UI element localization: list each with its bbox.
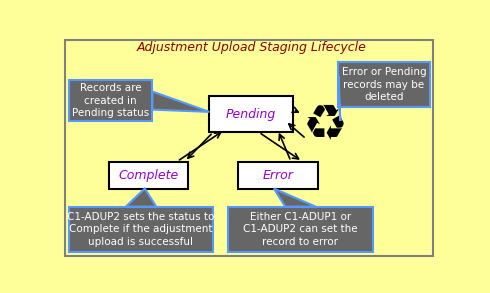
FancyBboxPatch shape xyxy=(69,207,213,252)
Text: Adjustment Upload Staging Lifecycle: Adjustment Upload Staging Lifecycle xyxy=(136,41,366,54)
Polygon shape xyxy=(274,189,316,207)
Polygon shape xyxy=(339,76,341,121)
FancyBboxPatch shape xyxy=(69,80,152,121)
FancyBboxPatch shape xyxy=(65,40,433,256)
Text: Complete: Complete xyxy=(119,168,179,182)
FancyBboxPatch shape xyxy=(109,161,189,189)
Polygon shape xyxy=(152,92,209,112)
Text: Error: Error xyxy=(262,168,293,182)
Text: Error or Pending
records may be
deleted: Error or Pending records may be deleted xyxy=(342,67,426,102)
FancyBboxPatch shape xyxy=(228,207,373,252)
Polygon shape xyxy=(126,189,156,207)
FancyBboxPatch shape xyxy=(339,62,430,107)
FancyBboxPatch shape xyxy=(238,161,318,189)
Text: C1-ADUP2 sets the status to
Complete if the adjustment
upload is successful: C1-ADUP2 sets the status to Complete if … xyxy=(67,212,215,247)
Text: Pending: Pending xyxy=(226,108,276,121)
Text: ♻: ♻ xyxy=(303,101,347,149)
Text: Records are
created in
Pending status: Records are created in Pending status xyxy=(72,83,149,118)
FancyBboxPatch shape xyxy=(209,96,293,132)
Text: Either C1-ADUP1 or
C1-ADUP2 can set the
record to error: Either C1-ADUP1 or C1-ADUP2 can set the … xyxy=(243,212,358,247)
